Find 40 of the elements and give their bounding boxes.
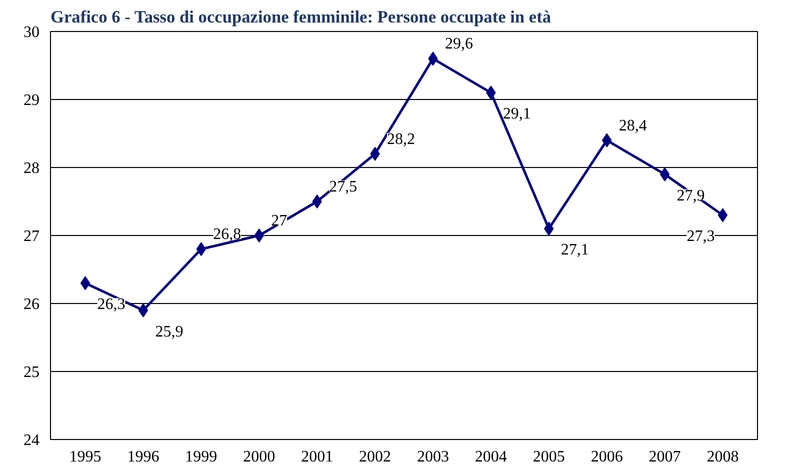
x-tick-label: 2002 bbox=[359, 448, 392, 464]
x-tick-label: 2005 bbox=[532, 448, 565, 464]
data-label: 25,9 bbox=[155, 323, 184, 340]
x-tick-label: 2007 bbox=[648, 448, 681, 464]
point bbox=[196, 242, 206, 256]
data-label: 29,6 bbox=[444, 36, 473, 53]
x-tick-label: 2006 bbox=[590, 448, 623, 464]
data-label: 27,9 bbox=[676, 187, 705, 204]
data-label: 27 bbox=[271, 212, 288, 230]
point bbox=[138, 303, 148, 318]
y-tick-label: 24 bbox=[24, 432, 40, 449]
y-tick-label: 30 bbox=[24, 24, 40, 41]
point bbox=[80, 276, 90, 290]
y-tick-label: 29 bbox=[24, 92, 40, 109]
point bbox=[718, 208, 728, 222]
x-tick-label: 1995 bbox=[69, 448, 102, 464]
y-tick-label: 26 bbox=[24, 296, 40, 313]
data-label: 27,3 bbox=[686, 228, 715, 246]
data-label: 28,4 bbox=[618, 117, 647, 134]
data-label: 27,5 bbox=[329, 178, 358, 196]
data-label: 26,3 bbox=[97, 296, 126, 314]
x-tick-label: 2008 bbox=[706, 448, 739, 464]
data-label: 29,1 bbox=[502, 106, 531, 123]
x-tick-label: 2001 bbox=[301, 448, 334, 464]
y-tick-label: 27 bbox=[24, 228, 40, 245]
point bbox=[312, 194, 322, 208]
point bbox=[254, 228, 264, 242]
x-tick-label: 2004 bbox=[474, 448, 507, 464]
data-label: 26,8 bbox=[213, 226, 242, 244]
x-tick-label: 2000 bbox=[243, 448, 276, 464]
x-tick-label: 1996 bbox=[127, 448, 160, 464]
data-label: 28,2 bbox=[387, 130, 416, 148]
y-tick-label: 28 bbox=[24, 160, 40, 177]
data-label: 27,1 bbox=[560, 242, 589, 259]
point bbox=[602, 133, 612, 148]
point bbox=[660, 167, 670, 182]
y-tick-label: 25 bbox=[24, 364, 40, 381]
chart-title: Grafico 6 - Tasso di occupazione femminile: Persone occupate in età bbox=[50, 8, 552, 26]
x-tick-label: 2003 bbox=[416, 448, 449, 464]
x-tick-label: 1999 bbox=[185, 448, 218, 464]
